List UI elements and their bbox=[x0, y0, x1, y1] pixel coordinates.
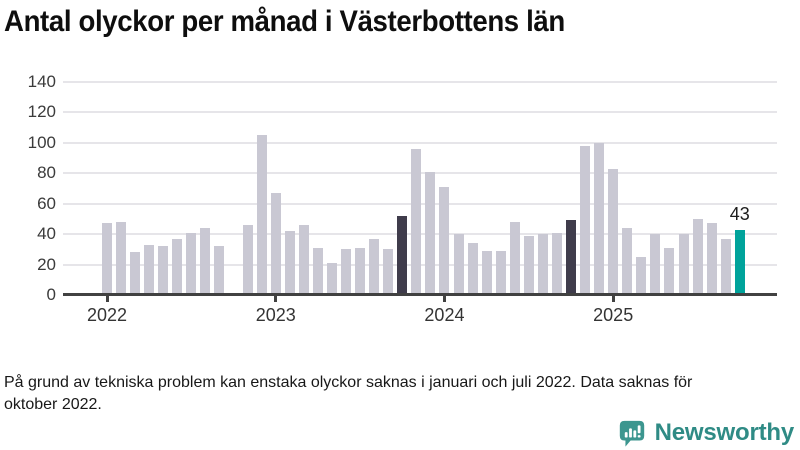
y-axis-tick-label: 20 bbox=[37, 254, 56, 274]
y-axis-tick-label: 80 bbox=[37, 163, 56, 183]
bar-2024-04 bbox=[481, 250, 492, 295]
bar-2025-05 bbox=[664, 247, 675, 295]
bar-2024-02 bbox=[453, 234, 464, 295]
bar-2023-01 bbox=[270, 193, 281, 295]
bar-2024-09 bbox=[551, 232, 562, 295]
bar-2024-05 bbox=[495, 250, 506, 295]
bar-2022-09 bbox=[214, 246, 225, 295]
bar-2023-07 bbox=[355, 247, 366, 295]
x-axis-tick bbox=[442, 296, 446, 302]
gridline bbox=[63, 81, 777, 83]
bar-2022-08 bbox=[200, 228, 211, 295]
y-axis-tick-label: 40 bbox=[37, 224, 56, 244]
bar-2025-06 bbox=[678, 234, 689, 295]
bar-2023-08 bbox=[369, 238, 380, 295]
bar-2023-09 bbox=[383, 249, 394, 295]
footnote-text: På grund av tekniska problem kan enstaka… bbox=[4, 374, 693, 414]
bar-2023-11 bbox=[411, 148, 422, 295]
bar-2024-08 bbox=[537, 234, 548, 295]
bar-2025-09 bbox=[720, 238, 731, 295]
bar-2025-08 bbox=[706, 223, 717, 295]
bar-2022-03 bbox=[130, 252, 141, 295]
bar-2025-01 bbox=[608, 168, 619, 295]
bar-2022-05 bbox=[158, 246, 169, 295]
bar-2024-06 bbox=[509, 221, 520, 295]
bar-2025-04 bbox=[650, 234, 661, 295]
bar-2023-12 bbox=[425, 171, 436, 295]
bar-2024-11 bbox=[580, 145, 591, 295]
bar-2023-03 bbox=[298, 225, 309, 295]
x-axis-year-label: 2024 bbox=[424, 305, 465, 325]
x-axis-line bbox=[63, 293, 777, 296]
bar-2022-02 bbox=[116, 221, 127, 295]
bar-2024-10 bbox=[566, 220, 576, 295]
newsworthy-logo-icon bbox=[619, 420, 644, 447]
bar-2022-04 bbox=[144, 244, 155, 295]
bar-2023-06 bbox=[341, 249, 352, 295]
y-axis-tick-label: 100 bbox=[27, 132, 56, 152]
gridline bbox=[63, 141, 777, 144]
bar-2023-10 bbox=[397, 215, 408, 295]
bar-value-label: 43 bbox=[729, 203, 750, 224]
bar-2022-01 bbox=[102, 223, 112, 295]
newsworthy-logo: Newsworthy bbox=[617, 417, 794, 449]
newsworthy-logo-text: Newsworthy bbox=[654, 419, 795, 446]
chart-title: Antal olyckor per månad i Västerbottens … bbox=[4, 5, 565, 38]
bar-2024-12 bbox=[594, 142, 605, 295]
bar-2022-11 bbox=[242, 225, 253, 295]
x-axis-tick bbox=[105, 296, 109, 302]
y-axis-tick-label: 140 bbox=[27, 72, 56, 91]
x-axis-year-label: 2022 bbox=[86, 305, 128, 325]
x-axis-tick bbox=[611, 296, 615, 302]
y-axis-tick-label: 0 bbox=[46, 285, 56, 304]
bar-2022-07 bbox=[186, 232, 197, 295]
bar-2025-10 bbox=[734, 229, 745, 295]
y-axis-tick-label: 120 bbox=[27, 102, 56, 122]
x-axis-tick bbox=[274, 296, 278, 302]
gridline bbox=[63, 111, 777, 114]
bar-2024-07 bbox=[523, 235, 534, 295]
bar-2023-05 bbox=[326, 263, 337, 295]
bar-2024-03 bbox=[467, 243, 478, 295]
x-axis-year-label: 2023 bbox=[255, 305, 296, 325]
bar-2025-02 bbox=[622, 228, 633, 295]
bar-2025-03 bbox=[636, 256, 647, 295]
bar-2025-07 bbox=[692, 218, 703, 295]
bar-2023-04 bbox=[312, 247, 323, 295]
y-axis-tick-label: 60 bbox=[37, 193, 56, 213]
x-axis-year-label: 2025 bbox=[593, 305, 634, 325]
bar-2024-01 bbox=[439, 186, 450, 295]
bar-2022-12 bbox=[256, 135, 267, 295]
bar-2023-02 bbox=[284, 231, 295, 295]
bar-2022-06 bbox=[172, 238, 183, 295]
